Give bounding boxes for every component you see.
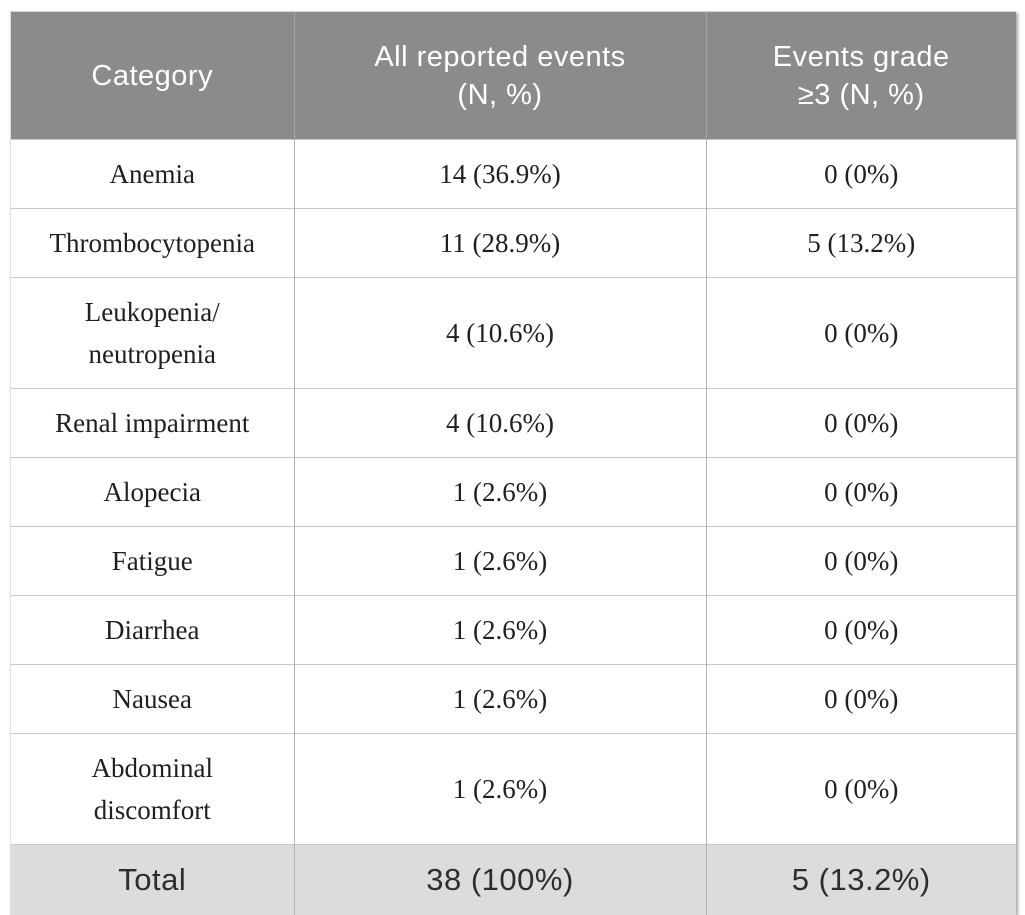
adverse-events-table-container: Category All reported events (N, %) Even… [10,11,1016,915]
events-grade3-cell: 0 (0%) [706,389,1016,458]
category-cell: Nausea [11,665,294,734]
all-reported-events-cell: 1 (2.6%) [294,527,706,596]
category-cell: Fatigue [11,527,294,596]
all-reported-events-cell: 14 (36.9%) [294,140,706,209]
category-cell: Leukopenia/ neutropenia [11,278,294,389]
category-cell: Abdominal discomfort [11,734,294,845]
column-header-all-reported-events: All reported events (N, %) [294,12,706,140]
events-grade3-cell: 0 (0%) [706,278,1016,389]
table-header: Category All reported events (N, %) Even… [11,12,1016,140]
events-grade3-cell: 0 (0%) [706,665,1016,734]
all-reported-events-cell: 1 (2.6%) [294,458,706,527]
all-reported-events-cell: 1 (2.6%) [294,665,706,734]
category-cell: Thrombocytopenia [11,209,294,278]
total-label: Total [11,845,294,915]
events-grade3-cell: 0 (0%) [706,527,1016,596]
events-grade3-cell: 0 (0%) [706,734,1016,845]
events-grade3-cell: 0 (0%) [706,596,1016,665]
column-header-category: Category [11,12,294,140]
all-reported-events-cell: 11 (28.9%) [294,209,706,278]
category-cell: Diarrhea [11,596,294,665]
header-row: Category All reported events (N, %) Even… [11,12,1016,140]
category-cell: Alopecia [11,458,294,527]
adverse-events-table: Category All reported events (N, %) Even… [11,12,1016,915]
table-footer: Total 38 (100%) 5 (13.2%) [11,845,1016,915]
all-reported-events-cell: 4 (10.6%) [294,278,706,389]
total-events-grade3: 5 (13.2%) [706,845,1016,915]
events-grade3-cell: 5 (13.2%) [706,209,1016,278]
events-grade3-cell: 0 (0%) [706,140,1016,209]
category-cell: Anemia [11,140,294,209]
category-cell: Renal impairment [11,389,294,458]
column-header-events-grade3: Events grade ≥3 (N, %) [706,12,1016,140]
total-row: Total 38 (100%) 5 (13.2%) [11,845,1016,915]
all-reported-events-cell: 4 (10.6%) [294,389,706,458]
events-grade3-cell: 0 (0%) [706,458,1016,527]
total-all-reported-events: 38 (100%) [294,845,706,915]
all-reported-events-cell: 1 (2.6%) [294,734,706,845]
all-reported-events-cell: 1 (2.6%) [294,596,706,665]
